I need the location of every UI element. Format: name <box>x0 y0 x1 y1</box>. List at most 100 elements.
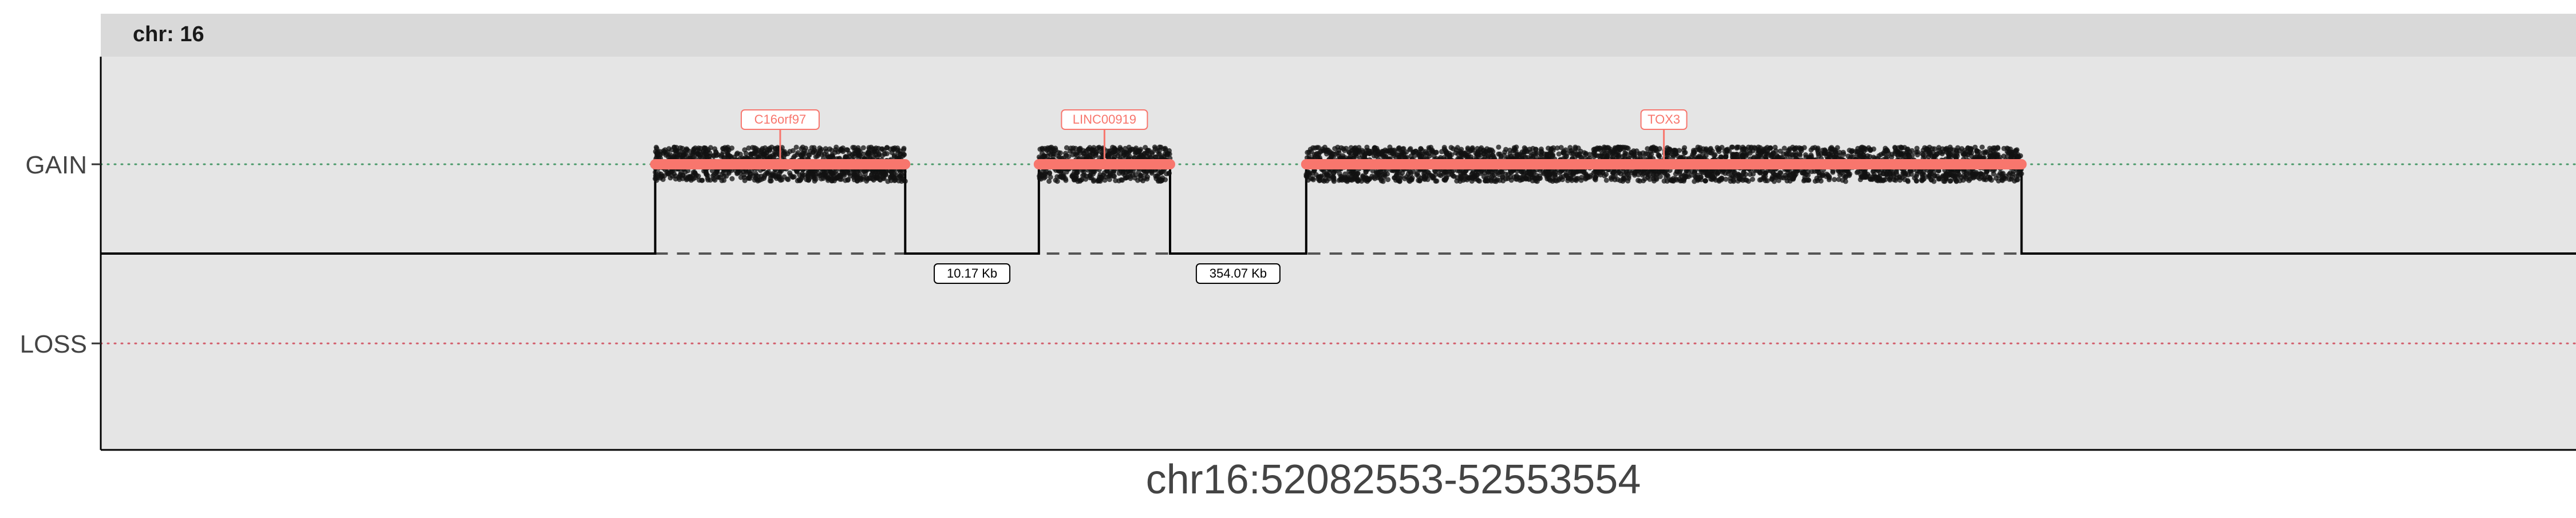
data-point <box>1867 147 1873 152</box>
data-point <box>1702 178 1708 183</box>
data-point <box>2016 154 2022 160</box>
data-point <box>1470 175 1476 180</box>
data-point <box>752 177 757 183</box>
data-point <box>1987 145 1993 151</box>
data-point <box>1734 145 1740 151</box>
data-point <box>1815 147 1820 152</box>
data-point <box>790 148 796 153</box>
data-point <box>1117 145 1123 151</box>
data-point <box>1615 177 1621 183</box>
data-point <box>1083 176 1089 182</box>
data-point <box>1711 153 1717 159</box>
data-point <box>668 168 674 174</box>
data-point <box>748 151 754 157</box>
gene-label-box <box>740 109 820 130</box>
data-point <box>829 176 835 181</box>
data-point <box>1936 168 1942 173</box>
data-point <box>1841 151 1847 157</box>
data-point <box>1550 179 1555 184</box>
data-point <box>1527 147 1532 152</box>
data-point <box>1643 170 1649 176</box>
data-point <box>1635 172 1641 177</box>
data-point <box>1850 148 1855 153</box>
data-point <box>1898 144 1904 150</box>
data-point <box>1317 175 1323 180</box>
data-point <box>1620 144 1626 150</box>
data-point <box>1163 145 1168 151</box>
data-point <box>1778 170 1784 176</box>
data-point <box>1876 153 1882 159</box>
data-point <box>1347 154 1353 160</box>
gene-label-box <box>1640 109 1688 130</box>
data-point <box>1701 146 1706 152</box>
data-point <box>877 172 883 178</box>
data-point <box>734 171 740 176</box>
data-point <box>796 177 802 183</box>
data-point <box>1967 146 1973 151</box>
data-point <box>1450 173 1456 179</box>
data-point <box>1790 176 1796 181</box>
data-point <box>785 177 791 183</box>
data-point <box>1608 149 1614 155</box>
data-point <box>1314 145 1320 151</box>
data-point <box>1321 172 1327 178</box>
data-point <box>1388 148 1393 153</box>
data-point <box>1552 171 1558 177</box>
data-point <box>705 147 711 152</box>
data-point <box>1816 170 1822 176</box>
data-point <box>773 171 779 176</box>
data-point <box>1565 175 1571 181</box>
data-point <box>854 175 860 181</box>
data-point <box>1957 148 1962 153</box>
data-point <box>1858 150 1863 156</box>
data-point <box>1769 176 1775 181</box>
data-point <box>1490 152 1495 158</box>
data-point <box>1757 177 1763 183</box>
data-point <box>1522 149 1527 155</box>
data-point <box>768 175 773 181</box>
data-point <box>1772 144 1778 150</box>
data-point <box>1506 155 1511 160</box>
data-point <box>1544 176 1550 181</box>
data-point <box>1392 175 1397 181</box>
data-point <box>1457 173 1463 179</box>
data-point <box>1342 155 1348 161</box>
data-point <box>1072 169 1077 175</box>
data-point <box>1147 152 1152 158</box>
data-point <box>1626 176 1631 181</box>
data-point <box>1531 151 1537 156</box>
data-point <box>1525 170 1531 176</box>
data-point <box>1709 173 1714 179</box>
data-point <box>1846 153 1851 159</box>
gap-label-box <box>1195 263 1281 284</box>
data-point <box>670 155 676 161</box>
data-point <box>811 145 817 151</box>
data-point <box>1427 153 1432 159</box>
data-point <box>1447 168 1452 174</box>
data-point <box>1503 176 1509 182</box>
data-point <box>1362 152 1368 158</box>
data-point <box>1943 172 1949 177</box>
data-point <box>1475 146 1480 151</box>
data-point <box>823 171 828 176</box>
data-point <box>1344 145 1349 151</box>
data-point <box>1637 152 1643 157</box>
data-point <box>1046 179 1052 184</box>
data-point <box>1623 169 1629 175</box>
data-point <box>1984 168 1989 174</box>
data-point <box>884 151 890 156</box>
data-point <box>1164 152 1170 158</box>
data-point <box>729 176 735 181</box>
data-point <box>1544 151 1550 157</box>
data-point <box>807 152 812 158</box>
data-point <box>1837 172 1843 177</box>
data-point <box>1492 172 1498 177</box>
data-point <box>1159 178 1164 184</box>
data-point <box>1430 174 1436 180</box>
data-point <box>1632 172 1637 178</box>
data-point <box>747 171 753 177</box>
data-point <box>684 147 690 153</box>
gene-label-box <box>1061 109 1148 130</box>
data-point <box>1647 176 1653 182</box>
data-point <box>1492 176 1498 182</box>
